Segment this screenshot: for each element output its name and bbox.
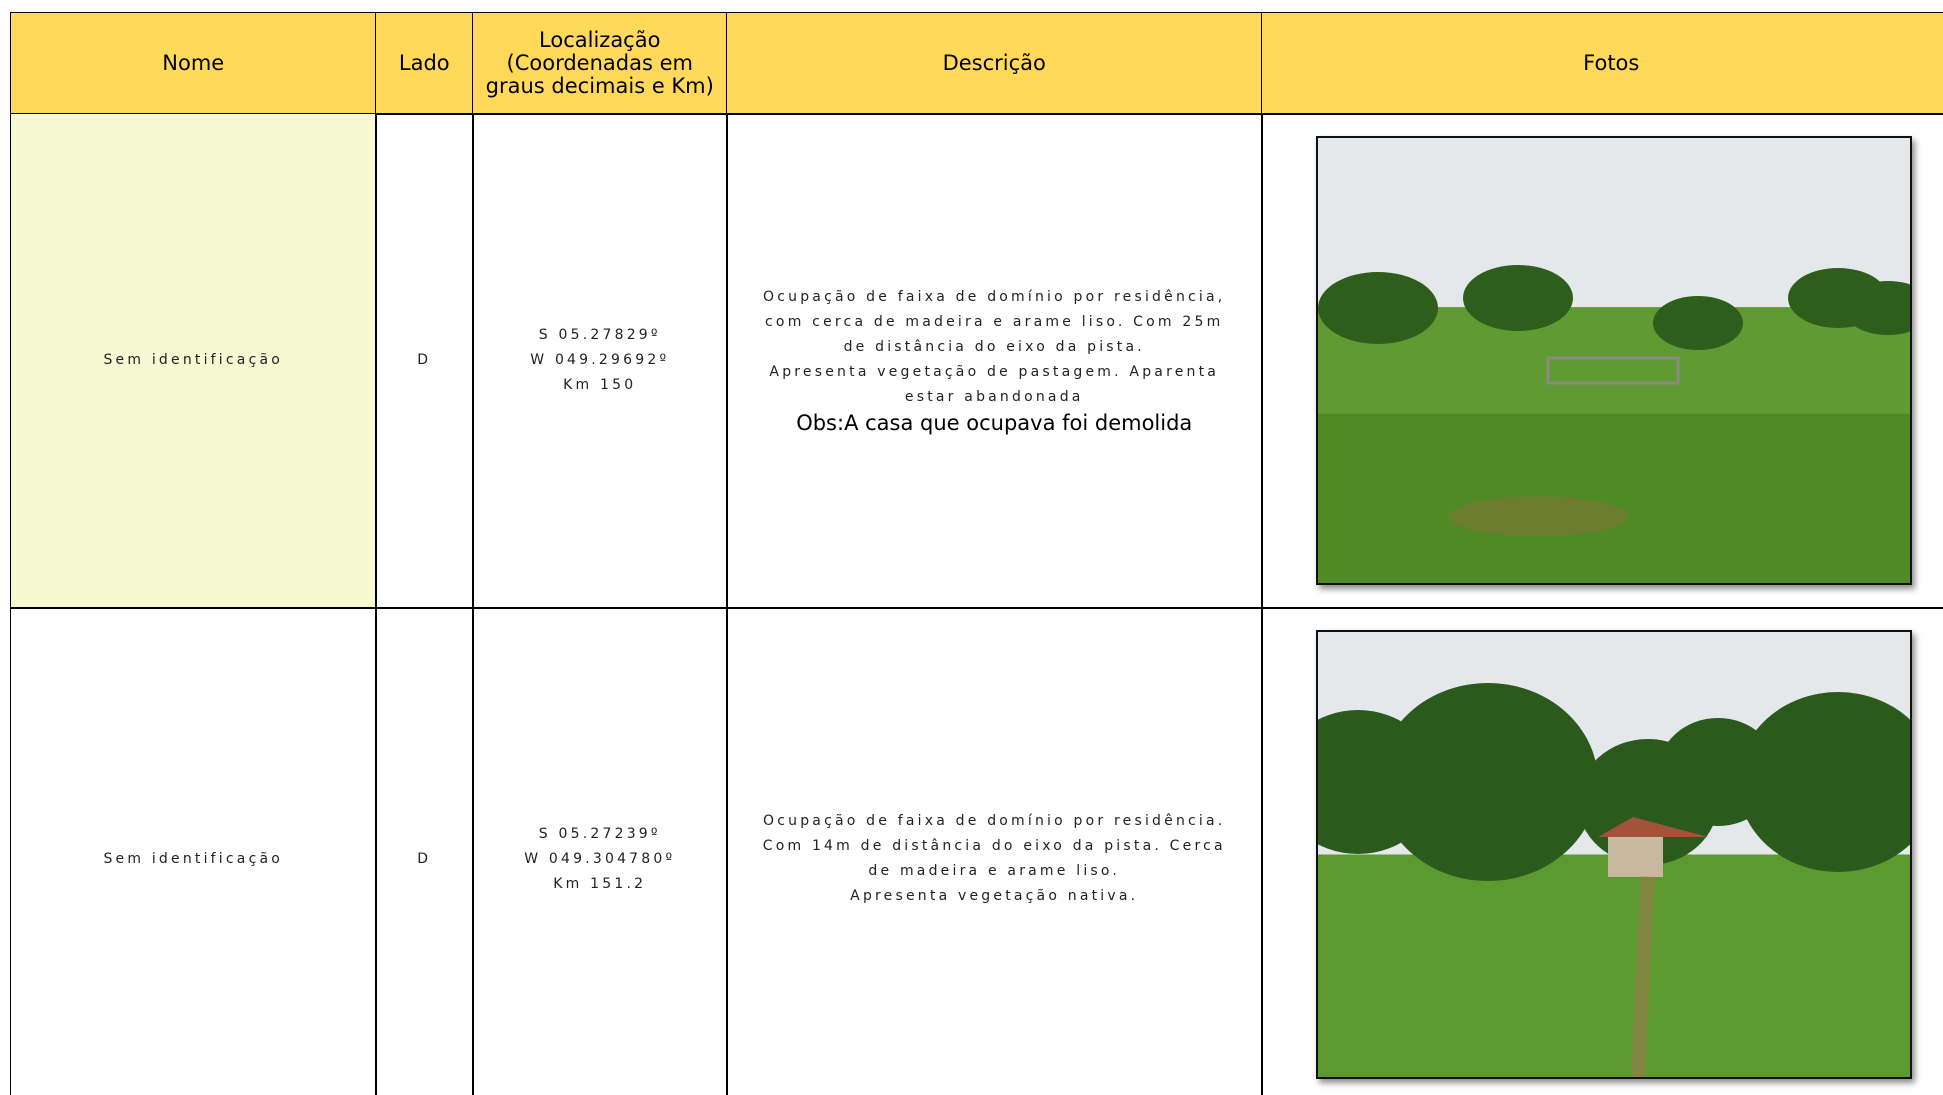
description-line: Apresenta vegetação de pastagem. Aparent… bbox=[769, 364, 1220, 381]
location-cell: S 05.27239º W 049.304780º Km 151.2 bbox=[472, 607, 728, 1095]
photo-cell bbox=[1261, 607, 1943, 1095]
description-line: Com 14m de distância do eixo da pista. C… bbox=[762, 838, 1226, 855]
description-line: estar abandonada bbox=[904, 389, 1084, 406]
header-text: Lado bbox=[398, 50, 450, 75]
header-text: Fotos bbox=[1583, 50, 1640, 75]
location-line: S 05.27829º bbox=[538, 327, 661, 344]
description-line: de distância do eixo da pista. bbox=[843, 339, 1145, 356]
photo-cell bbox=[1261, 113, 1943, 609]
side-cell: D bbox=[375, 113, 474, 609]
location-line: S 05.27239º bbox=[538, 825, 661, 842]
description-line: Ocupação de faixa de domínio por residên… bbox=[763, 289, 1226, 306]
name-cell: Sem identificação bbox=[10, 113, 377, 609]
description-line: Apresenta vegetação nativa. bbox=[850, 888, 1139, 905]
location-line: W 049.304780º bbox=[524, 850, 676, 867]
header-text: Nome bbox=[162, 50, 225, 75]
header-text: Descrição bbox=[942, 50, 1046, 75]
photo bbox=[1316, 136, 1912, 585]
name-text: Sem identificação bbox=[103, 850, 284, 867]
name-text: Sem identificação bbox=[103, 352, 284, 369]
side-cell: D bbox=[375, 607, 474, 1095]
photo bbox=[1316, 630, 1912, 1079]
location-line: W 049.29692º bbox=[530, 352, 670, 369]
description-line: Ocupação de faixa de domínio por residên… bbox=[763, 813, 1226, 830]
description-cell: Ocupação de faixa de domínio por residên… bbox=[726, 113, 1263, 609]
description-line: com cerca de madeira e arame liso. Com 2… bbox=[765, 314, 1224, 331]
location-cell: S 05.27829º W 049.29692º Km 150 bbox=[472, 113, 728, 609]
header-cell: Fotos bbox=[1261, 12, 1943, 115]
header-cell: Descrição bbox=[726, 12, 1263, 115]
side-text: D bbox=[417, 352, 432, 369]
location-line: Km 151.2 bbox=[553, 875, 647, 892]
location-line: Km 150 bbox=[563, 377, 637, 394]
header-cell: Lado bbox=[375, 12, 474, 115]
header-text: Localização (Coordenadas em graus decima… bbox=[485, 27, 714, 98]
header-cell: Localização (Coordenadas em graus decima… bbox=[472, 12, 728, 115]
observation: Obs:A casa que ocupava foi demolida bbox=[796, 411, 1193, 436]
description-cell: Ocupação de faixa de domínio por residên… bbox=[726, 607, 1263, 1095]
header-cell: Nome bbox=[10, 12, 377, 115]
side-text: D bbox=[417, 850, 432, 867]
name-cell: Sem identificação bbox=[10, 607, 377, 1095]
description-line: de madeira e arame liso. bbox=[868, 863, 1121, 880]
